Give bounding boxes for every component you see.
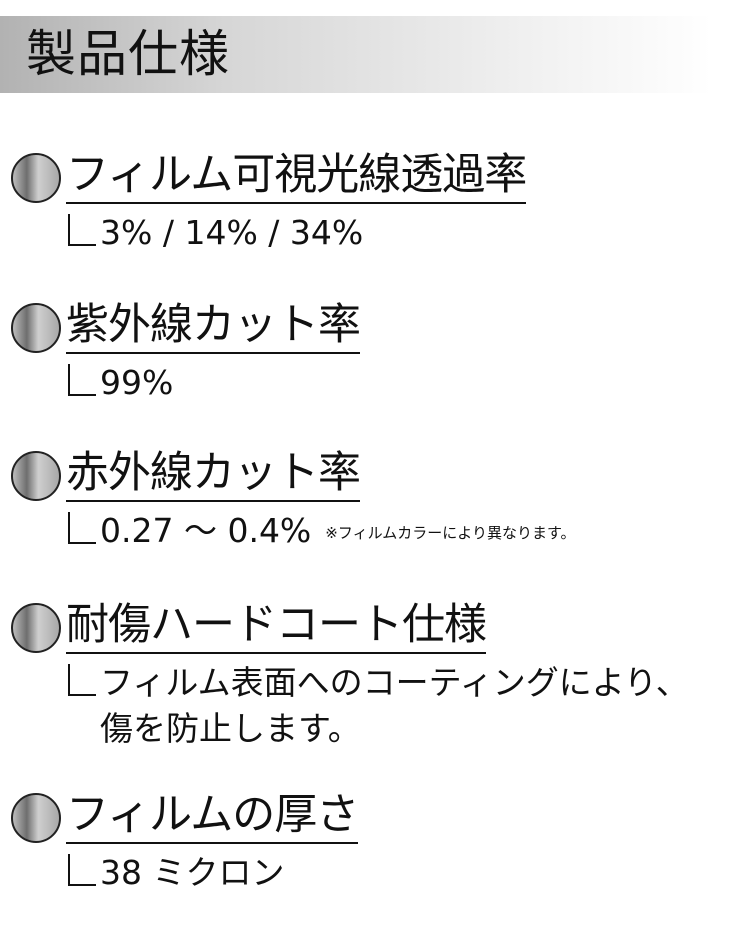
- spec-value-row: フィルム表面へのコーティングにより、: [68, 660, 689, 706]
- spec-value-row: 0.27 ～ 0.4% ※フィルムカラーにより異なります。: [68, 508, 575, 556]
- page-title: 製品仕様: [26, 25, 230, 83]
- title-band: 製品仕様: [0, 16, 750, 93]
- corner-bracket-icon: [68, 854, 96, 886]
- spec-value-continued: 傷を防止します。: [100, 709, 361, 748]
- spec-value: 38 ミクロン: [100, 853, 285, 892]
- spec-value: 99%: [100, 363, 174, 402]
- bullet-circle-icon: [11, 303, 61, 353]
- spec-value-row: 38 ミクロン: [68, 850, 284, 896]
- spec-value-row: 3% / 14% / 34%: [68, 210, 363, 256]
- spec-value: フィルム表面へのコーティングにより、: [100, 663, 689, 702]
- spec-heading: フィルムの厚さ: [66, 788, 359, 844]
- corner-bracket-icon: [68, 512, 96, 544]
- bullet-circle-icon: [11, 603, 61, 653]
- corner-bracket-icon: [68, 214, 96, 246]
- corner-bracket-icon: [68, 664, 96, 696]
- bullet-circle-icon: [11, 793, 61, 843]
- bullet-circle-icon: [11, 451, 61, 501]
- spec-heading: 耐傷ハードコート仕様: [66, 598, 487, 654]
- corner-bracket-icon: [68, 364, 96, 396]
- spec-heading: 赤外線カット率: [66, 446, 361, 502]
- spec-heading: フィルム可視光線透過率: [66, 148, 527, 204]
- bullet-circle-icon: [11, 153, 61, 203]
- spec-value: 0.27 ～ 0.4%: [100, 511, 312, 550]
- spec-value-row: 99%: [68, 360, 173, 406]
- spec-heading: 紫外線カット率: [66, 298, 361, 354]
- spec-value: 3% / 14% / 34%: [100, 213, 364, 252]
- spec-note: ※フィルムカラーにより異なります。: [325, 524, 576, 542]
